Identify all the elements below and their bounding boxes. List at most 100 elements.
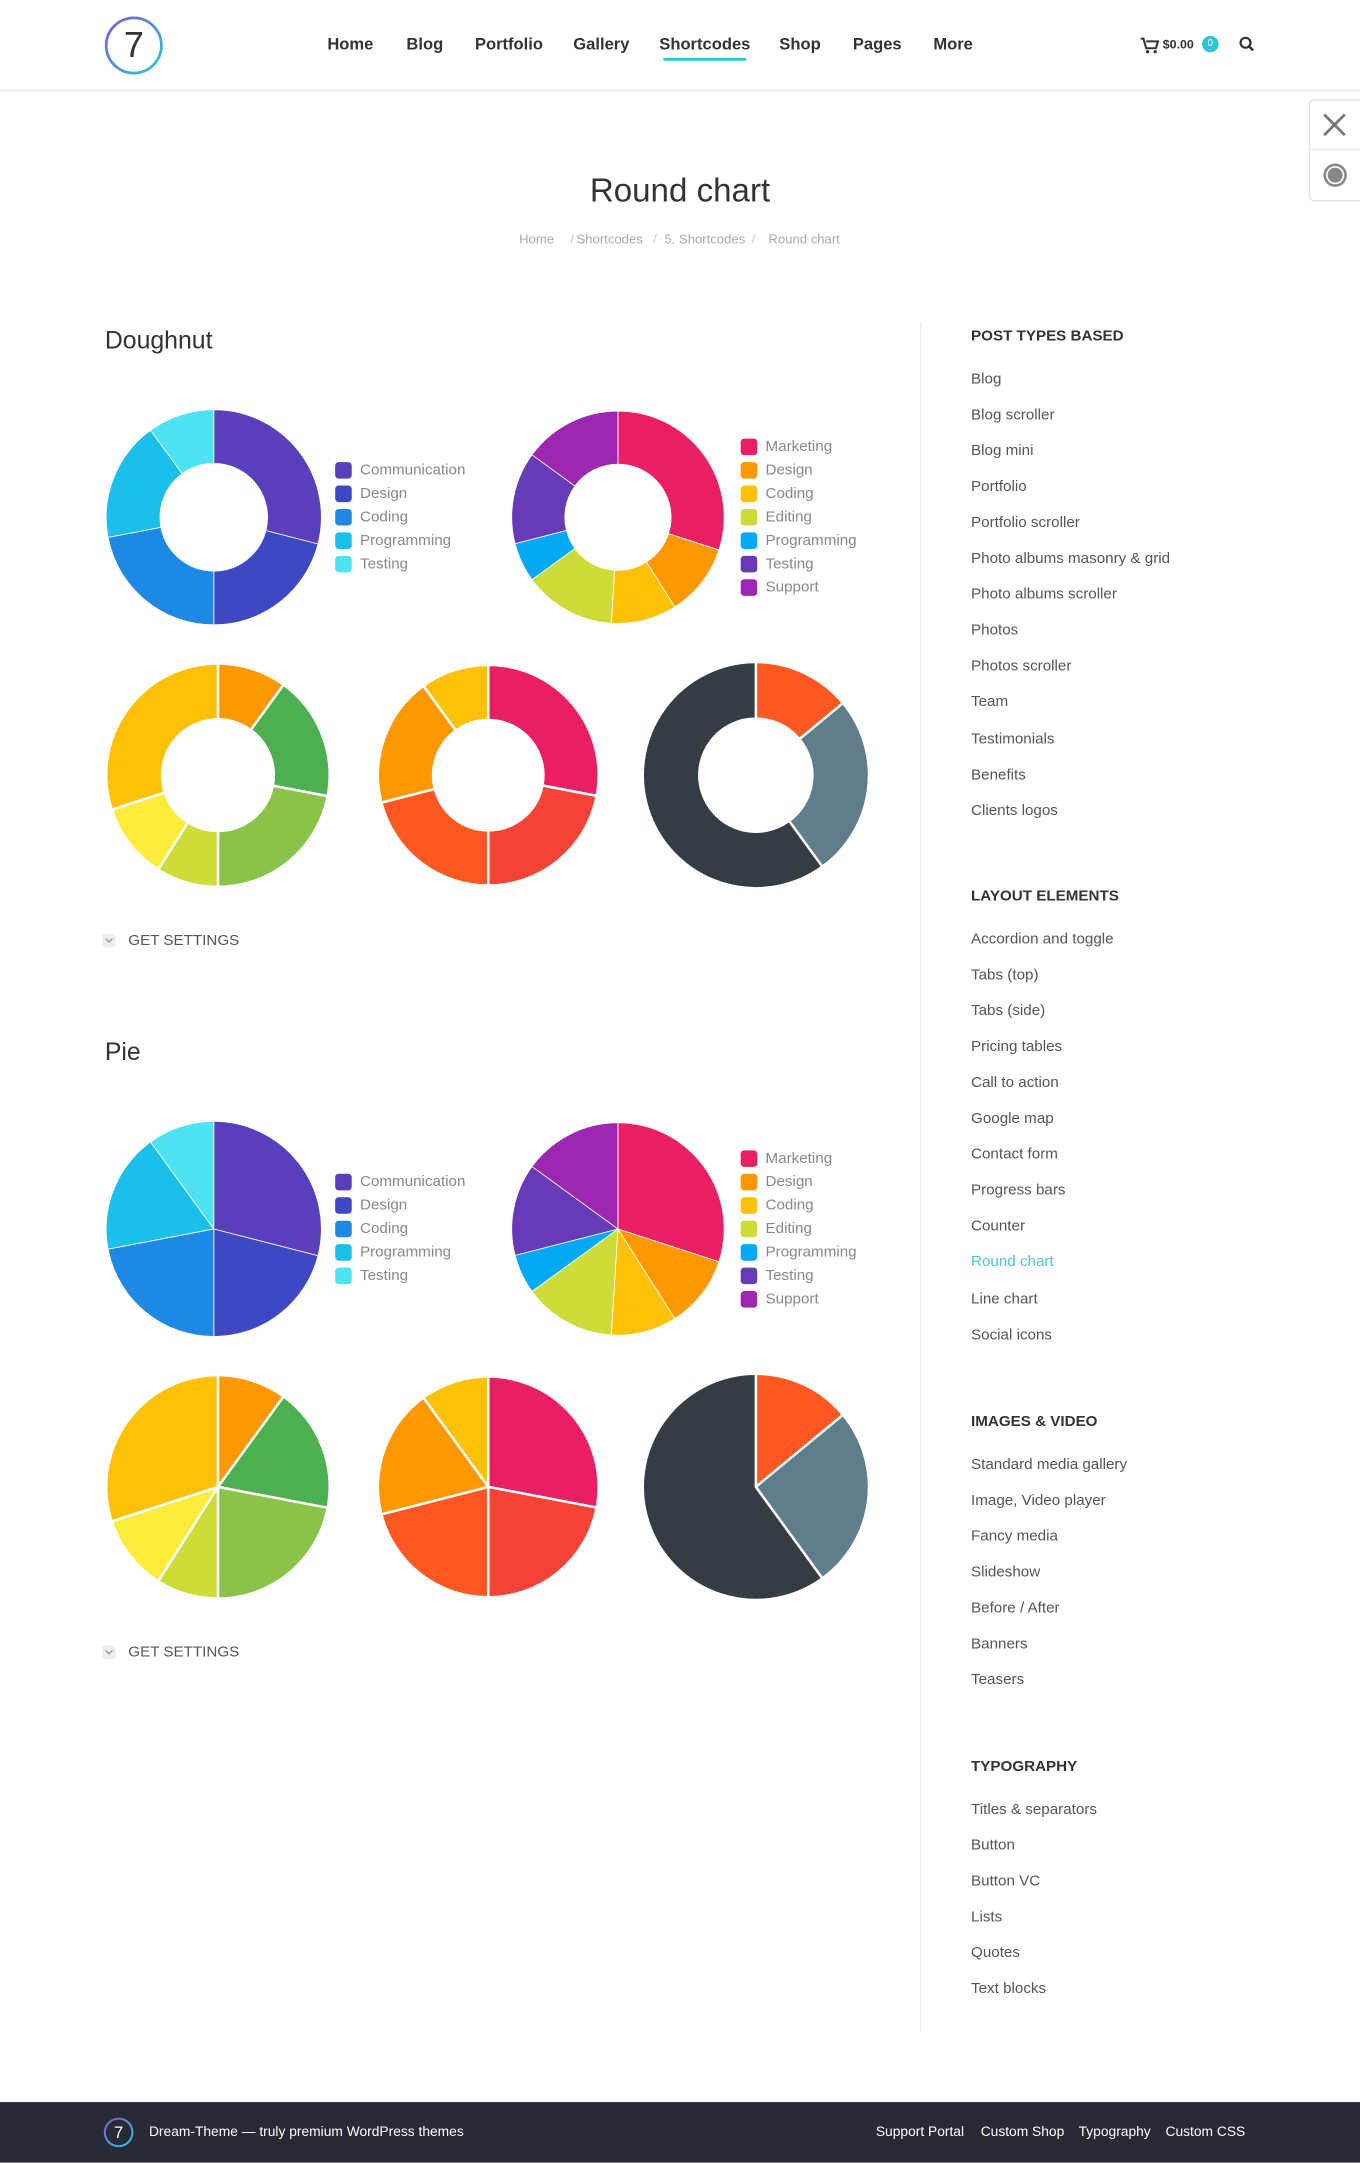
sidebar-link[interactable]: Button VC xyxy=(971,1872,1041,1890)
sidebar-link[interactable]: Standard media gallery xyxy=(971,1455,1128,1473)
chart-segment xyxy=(531,1228,619,1336)
sidebar-link[interactable]: Blog mini xyxy=(971,442,1034,459)
legend-label: Coding xyxy=(359,508,409,526)
sidebar-link[interactable]: Blog scroller xyxy=(971,406,1055,423)
settings-toggle[interactable]: GET SETTINGS xyxy=(128,1644,240,1661)
legend-label: Editing xyxy=(765,1220,812,1238)
chart-segment xyxy=(511,1165,619,1256)
legend-label: Testing xyxy=(765,555,814,573)
sidebar-link[interactable]: Image, Video player xyxy=(971,1491,1106,1509)
search-icon[interactable] xyxy=(1239,36,1254,52)
chart-segment xyxy=(787,701,871,869)
chart-segment xyxy=(149,1120,215,1231)
sidebar-link[interactable]: Pricing tables xyxy=(971,1038,1063,1055)
legend-label: Design xyxy=(359,1197,408,1214)
cart-icon[interactable] xyxy=(1140,37,1160,54)
legend-swatch xyxy=(335,532,352,549)
sidebar-link[interactable]: Button xyxy=(971,1836,1015,1854)
sidebar-link[interactable]: Clients logos xyxy=(971,802,1058,819)
nav-item[interactable]: Home xyxy=(327,34,374,54)
legend-swatch xyxy=(335,1267,352,1285)
sidebar-link[interactable]: Portfolio xyxy=(971,478,1027,495)
settings-toggle-icon xyxy=(102,1645,116,1660)
sidebar-link[interactable]: Testimonials xyxy=(971,730,1055,747)
sidebar-link[interactable]: Benefits xyxy=(971,766,1026,783)
chart-segment xyxy=(110,1484,221,1583)
cart-total[interactable]: $0.00 xyxy=(1162,37,1194,52)
sidebar-link[interactable]: Social icons xyxy=(971,1326,1053,1343)
footer-link[interactable]: Custom CSS xyxy=(1165,2124,1246,2140)
price-icon[interactable] xyxy=(1323,163,1347,187)
sidebar-link[interactable]: Line chart xyxy=(971,1290,1038,1307)
nav-item[interactable]: Portfolio xyxy=(474,34,543,54)
sidebar-link[interactable]: Text blocks xyxy=(971,1980,1047,1998)
sidebar-link[interactable]: Tabs (side) xyxy=(971,1002,1046,1019)
sidebar-link[interactable]: Team xyxy=(971,694,1009,711)
footer-link[interactable]: Custom Shop xyxy=(980,2124,1065,2140)
sidebar-link[interactable]: Portfolio scroller xyxy=(971,514,1080,531)
chart-segment xyxy=(107,526,215,626)
nav-item[interactable]: More xyxy=(933,34,973,54)
sidebar-link[interactable]: Quotes xyxy=(971,1944,1020,1962)
tools-icon[interactable] xyxy=(1323,113,1346,137)
logo[interactable]: 7 xyxy=(123,24,144,66)
settings-toggle-chevron xyxy=(105,938,113,944)
breadcrumb[interactable]: Home xyxy=(519,232,555,248)
chart-segment xyxy=(213,530,319,626)
legend-label: Editing xyxy=(765,508,812,526)
sidebar-link[interactable]: Google map xyxy=(971,1110,1054,1127)
legend-label: Testing xyxy=(359,555,409,573)
nav-item[interactable]: Pages xyxy=(852,34,902,54)
sidebar-heading: IMAGES & VIDEO xyxy=(971,1413,1098,1431)
nav-item[interactable]: Gallery xyxy=(573,34,630,54)
sidebar-link[interactable]: Photo albums masonry & grid xyxy=(971,550,1171,567)
sidebar-link[interactable]: Accordion and toggle xyxy=(971,930,1114,947)
nav-item[interactable]: Blog xyxy=(406,34,444,54)
sidebar-link[interactable]: Before / After xyxy=(971,1599,1060,1617)
legend-label: Testing xyxy=(765,1267,814,1285)
sidebar-link[interactable]: Tabs (top) xyxy=(971,966,1039,983)
nav-item[interactable]: Shortcodes xyxy=(659,34,751,54)
settings-toggle[interactable]: GET SETTINGS xyxy=(128,932,240,949)
chart-segment xyxy=(376,1395,491,1516)
chart-segment xyxy=(213,1228,319,1337)
sidebar-link[interactable]: Call to action xyxy=(971,1074,1059,1091)
footer-link[interactable]: Support Portal xyxy=(875,2124,965,2140)
footer-link[interactable]: Typography xyxy=(1078,2124,1151,2140)
chart-segment xyxy=(487,1375,600,1510)
sidebar-link[interactable]: Banners xyxy=(971,1635,1028,1653)
breadcrumb-separator: / xyxy=(570,232,574,248)
nav-item[interactable]: Shop xyxy=(779,34,821,54)
breadcrumb: Round chart xyxy=(768,232,840,248)
legend-label: Support xyxy=(765,1291,819,1308)
chart-segment xyxy=(105,429,183,538)
sidebar-link[interactable]: Counter xyxy=(971,1218,1026,1235)
sidebar-link[interactable]: Contact form xyxy=(971,1146,1058,1163)
sidebar-link[interactable]: Slideshow xyxy=(971,1563,1041,1581)
legend-swatch xyxy=(740,1244,758,1261)
sidebar-link[interactable]: Blog xyxy=(971,370,1002,387)
breadcrumb[interactable]: 5. Shortcodes xyxy=(664,232,746,248)
legend-label: Programming xyxy=(765,532,857,549)
header-bg xyxy=(0,0,1360,90)
footer-logo-ring[interactable] xyxy=(103,2117,134,2148)
logo-ring[interactable] xyxy=(104,16,163,75)
sidebar-link[interactable]: Teasers xyxy=(971,1671,1025,1689)
footer-logo[interactable]: 7 xyxy=(114,2122,124,2143)
sidebar-link[interactable]: Photos xyxy=(971,622,1019,639)
sidebar-heading: TYPOGRAPHY xyxy=(971,1758,1078,1776)
sidebar-link[interactable]: Fancy media xyxy=(971,1527,1058,1545)
sidebar-link[interactable]: Photos scroller xyxy=(971,658,1072,675)
sidebar-link[interactable]: Photo albums scroller xyxy=(971,586,1117,603)
sidebar-link[interactable]: Lists xyxy=(971,1908,1003,1926)
chart-segment xyxy=(617,410,725,551)
breadcrumb[interactable]: Shortcodes xyxy=(576,232,643,248)
sidebar-heading: POST TYPES BASED xyxy=(971,328,1124,345)
nav-active-underline xyxy=(663,57,747,61)
chart-segment xyxy=(107,1228,215,1337)
chart-segment xyxy=(379,1485,490,1599)
sidebar-link[interactable]: Round chart xyxy=(971,1254,1054,1271)
section-title: Pie xyxy=(104,1037,141,1066)
sidebar-link[interactable]: Titles & separators xyxy=(971,1800,1097,1818)
sidebar-link[interactable]: Progress bars xyxy=(971,1182,1066,1199)
